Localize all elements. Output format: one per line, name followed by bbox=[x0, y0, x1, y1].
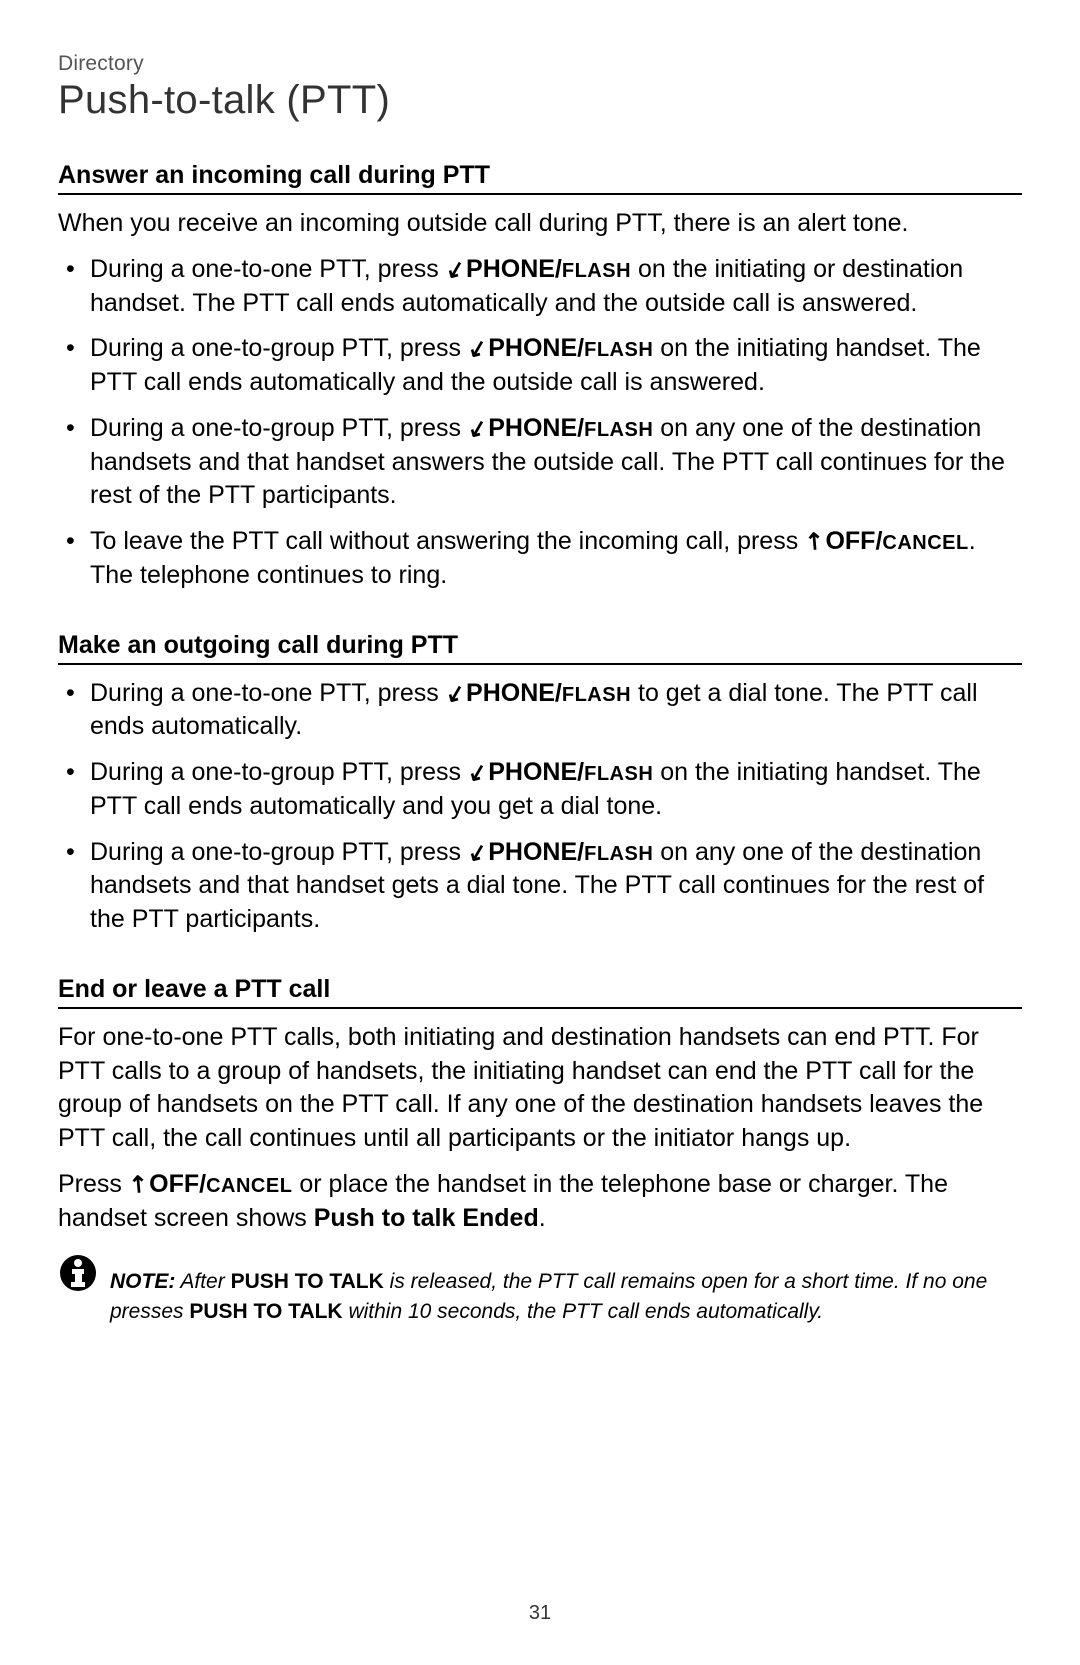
list-item: During a one-to-group PTT, press ↘PHONE/… bbox=[90, 412, 1022, 513]
note-label: NOTE: bbox=[110, 1270, 175, 1293]
phone-icon: ↘ bbox=[442, 252, 469, 287]
bullet-list-outgoing: During a one-to-one PTT, press ↘PHONE/FL… bbox=[58, 677, 1022, 937]
press-pre: Press bbox=[58, 1170, 129, 1198]
section-intro-answer: When you receive an incoming outside cal… bbox=[58, 207, 1022, 241]
bullet-text: During a one-to-group PTT, press bbox=[90, 334, 468, 362]
key-flash: FLASH bbox=[562, 260, 631, 282]
key-phone: PHONE/ bbox=[488, 414, 584, 442]
phone-icon: ↘ bbox=[464, 331, 491, 366]
key-flash: FLASH bbox=[562, 684, 631, 706]
key-off: OFF/ bbox=[825, 527, 882, 555]
note-text: NOTE: After PUSH TO TALK is released, th… bbox=[110, 1253, 1022, 1326]
list-item: During a one-to-group PTT, press ↘PHONE/… bbox=[90, 332, 1022, 400]
list-item: During a one-to-group PTT, press ↘PHONE/… bbox=[90, 756, 1022, 824]
bullet-text: During a one-to-group PTT, press bbox=[90, 758, 468, 786]
note-block: NOTE: After PUSH TO TALK is released, th… bbox=[58, 1253, 1022, 1326]
page-title: Push-to-talk (PTT) bbox=[58, 78, 1022, 123]
section-heading-end: End or leave a PTT call bbox=[58, 975, 1022, 1009]
key-phone: PHONE/ bbox=[466, 679, 562, 707]
section-heading-answer: Answer an incoming call during PTT bbox=[58, 161, 1022, 195]
info-icon bbox=[58, 1253, 98, 1293]
phone-icon: ↘ bbox=[442, 676, 469, 711]
key-flash: FLASH bbox=[584, 339, 653, 361]
section-intro-end: For one-to-one PTT calls, both initiatin… bbox=[58, 1021, 1022, 1156]
note-b2: PUSH TO TALK bbox=[189, 1300, 342, 1323]
press-bold: Push to talk Ended bbox=[314, 1204, 539, 1232]
phone-icon: ↘ bbox=[464, 835, 491, 870]
key-cancel: CANCEL bbox=[206, 1175, 292, 1197]
bullet-text: During a one-to-one PTT, press bbox=[90, 679, 446, 707]
note-t1: After bbox=[175, 1270, 230, 1293]
list-item: During a one-to-one PTT, press ↘PHONE/FL… bbox=[90, 253, 1022, 321]
page-number: 31 bbox=[0, 1602, 1080, 1625]
key-phone: PHONE/ bbox=[488, 758, 584, 786]
key-flash: FLASH bbox=[584, 763, 653, 785]
bullet-text: To leave the PTT call without answering … bbox=[90, 527, 805, 555]
bullet-text: During a one-to-group PTT, press bbox=[90, 414, 468, 442]
note-t3: within 10 seconds, the PTT call ends aut… bbox=[343, 1300, 824, 1323]
key-off: OFF/ bbox=[149, 1170, 206, 1198]
bullet-text: During a one-to-one PTT, press bbox=[90, 255, 446, 283]
phone-icon: ↘ bbox=[464, 411, 491, 446]
list-item: During a one-to-group PTT, press ↘PHONE/… bbox=[90, 836, 1022, 937]
press-end: . bbox=[539, 1204, 546, 1232]
key-cancel: CANCEL bbox=[882, 532, 968, 554]
key-flash: FLASH bbox=[584, 843, 653, 865]
list-item: During a one-to-one PTT, press ↘PHONE/FL… bbox=[90, 677, 1022, 745]
section-heading-outgoing: Make an outgoing call during PTT bbox=[58, 631, 1022, 665]
key-phone: PHONE/ bbox=[466, 255, 562, 283]
key-phone: PHONE/ bbox=[488, 838, 584, 866]
phone-icon: ↘ bbox=[464, 755, 491, 790]
press-instruction: Press ↘OFF/CANCEL or place the handset i… bbox=[58, 1168, 1022, 1236]
bullet-list-answer: During a one-to-one PTT, press ↘PHONE/FL… bbox=[58, 253, 1022, 593]
list-item: To leave the PTT call without answering … bbox=[90, 525, 1022, 593]
key-phone: PHONE/ bbox=[488, 334, 584, 362]
bullet-text: During a one-to-group PTT, press bbox=[90, 838, 468, 866]
note-b1: PUSH TO TALK bbox=[231, 1270, 384, 1293]
breadcrumb: Directory bbox=[58, 52, 1022, 76]
key-flash: FLASH bbox=[584, 419, 653, 441]
